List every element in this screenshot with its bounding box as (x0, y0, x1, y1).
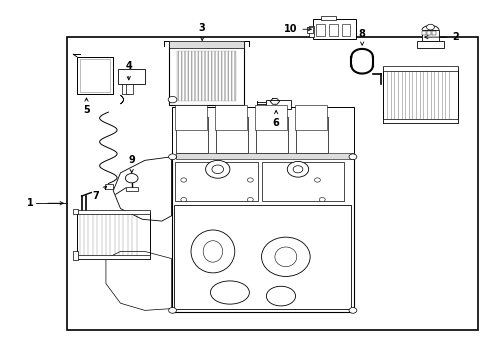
Bar (261, 162, 344, 202)
Bar (175, 105, 206, 130)
Text: 8: 8 (358, 28, 365, 45)
Text: 6: 6 (272, 111, 279, 128)
Bar (294, 105, 326, 130)
Bar (421, 30, 438, 41)
Bar (171, 107, 353, 158)
Bar (382, 66, 458, 71)
Bar (122, 84, 129, 94)
Circle shape (292, 166, 302, 173)
Bar (256, 117, 287, 153)
Ellipse shape (274, 247, 296, 267)
Circle shape (205, 160, 229, 178)
Bar (174, 205, 351, 309)
Text: 2: 2 (424, 32, 458, 42)
Circle shape (247, 198, 253, 202)
Bar (125, 84, 133, 94)
Bar (77, 255, 149, 258)
Bar (176, 153, 353, 158)
Circle shape (319, 198, 325, 202)
Bar (328, 24, 337, 36)
Bar (316, 24, 325, 36)
Bar (176, 117, 207, 153)
Ellipse shape (266, 286, 295, 306)
Circle shape (287, 161, 308, 177)
Bar (118, 69, 144, 84)
Circle shape (181, 178, 186, 182)
Bar (306, 27, 312, 33)
Circle shape (168, 154, 176, 159)
Bar (427, 31, 430, 35)
Circle shape (168, 307, 176, 313)
Circle shape (125, 174, 138, 183)
Bar (416, 41, 443, 48)
Bar (308, 26, 313, 37)
Bar (216, 117, 247, 153)
Bar (169, 42, 244, 105)
Bar (73, 251, 78, 260)
Bar (321, 16, 335, 20)
Bar (80, 59, 110, 92)
Circle shape (314, 178, 320, 182)
Bar (382, 67, 458, 123)
Bar (171, 157, 353, 312)
Bar (266, 100, 290, 109)
Circle shape (426, 24, 433, 30)
Circle shape (247, 178, 253, 182)
Bar (312, 19, 356, 39)
Bar (77, 212, 149, 258)
Text: 4: 4 (125, 61, 132, 80)
Bar (255, 105, 286, 130)
Ellipse shape (261, 237, 309, 276)
Bar (77, 57, 113, 94)
Bar (341, 24, 350, 36)
Text: 10: 10 (284, 24, 311, 34)
Bar (105, 184, 113, 189)
Text: 5: 5 (83, 98, 90, 115)
Text: 3: 3 (199, 23, 205, 40)
Text: 7: 7 (93, 186, 106, 201)
Bar (431, 31, 435, 35)
Bar (215, 105, 246, 130)
Bar (67, 37, 477, 330)
Bar (125, 187, 137, 192)
Bar (382, 118, 458, 123)
Circle shape (168, 96, 177, 103)
Ellipse shape (210, 281, 249, 304)
Circle shape (348, 154, 356, 159)
Bar (175, 162, 258, 202)
Circle shape (181, 198, 186, 202)
Ellipse shape (191, 230, 234, 273)
Bar (295, 117, 327, 153)
Text: 1: 1 (27, 198, 34, 208)
Bar (177, 51, 235, 102)
Ellipse shape (203, 241, 222, 262)
Bar (169, 41, 244, 48)
Bar (422, 31, 425, 35)
Text: 9: 9 (128, 156, 135, 173)
Bar (73, 208, 78, 214)
Circle shape (348, 307, 356, 313)
Circle shape (211, 165, 223, 174)
Bar (77, 210, 149, 214)
